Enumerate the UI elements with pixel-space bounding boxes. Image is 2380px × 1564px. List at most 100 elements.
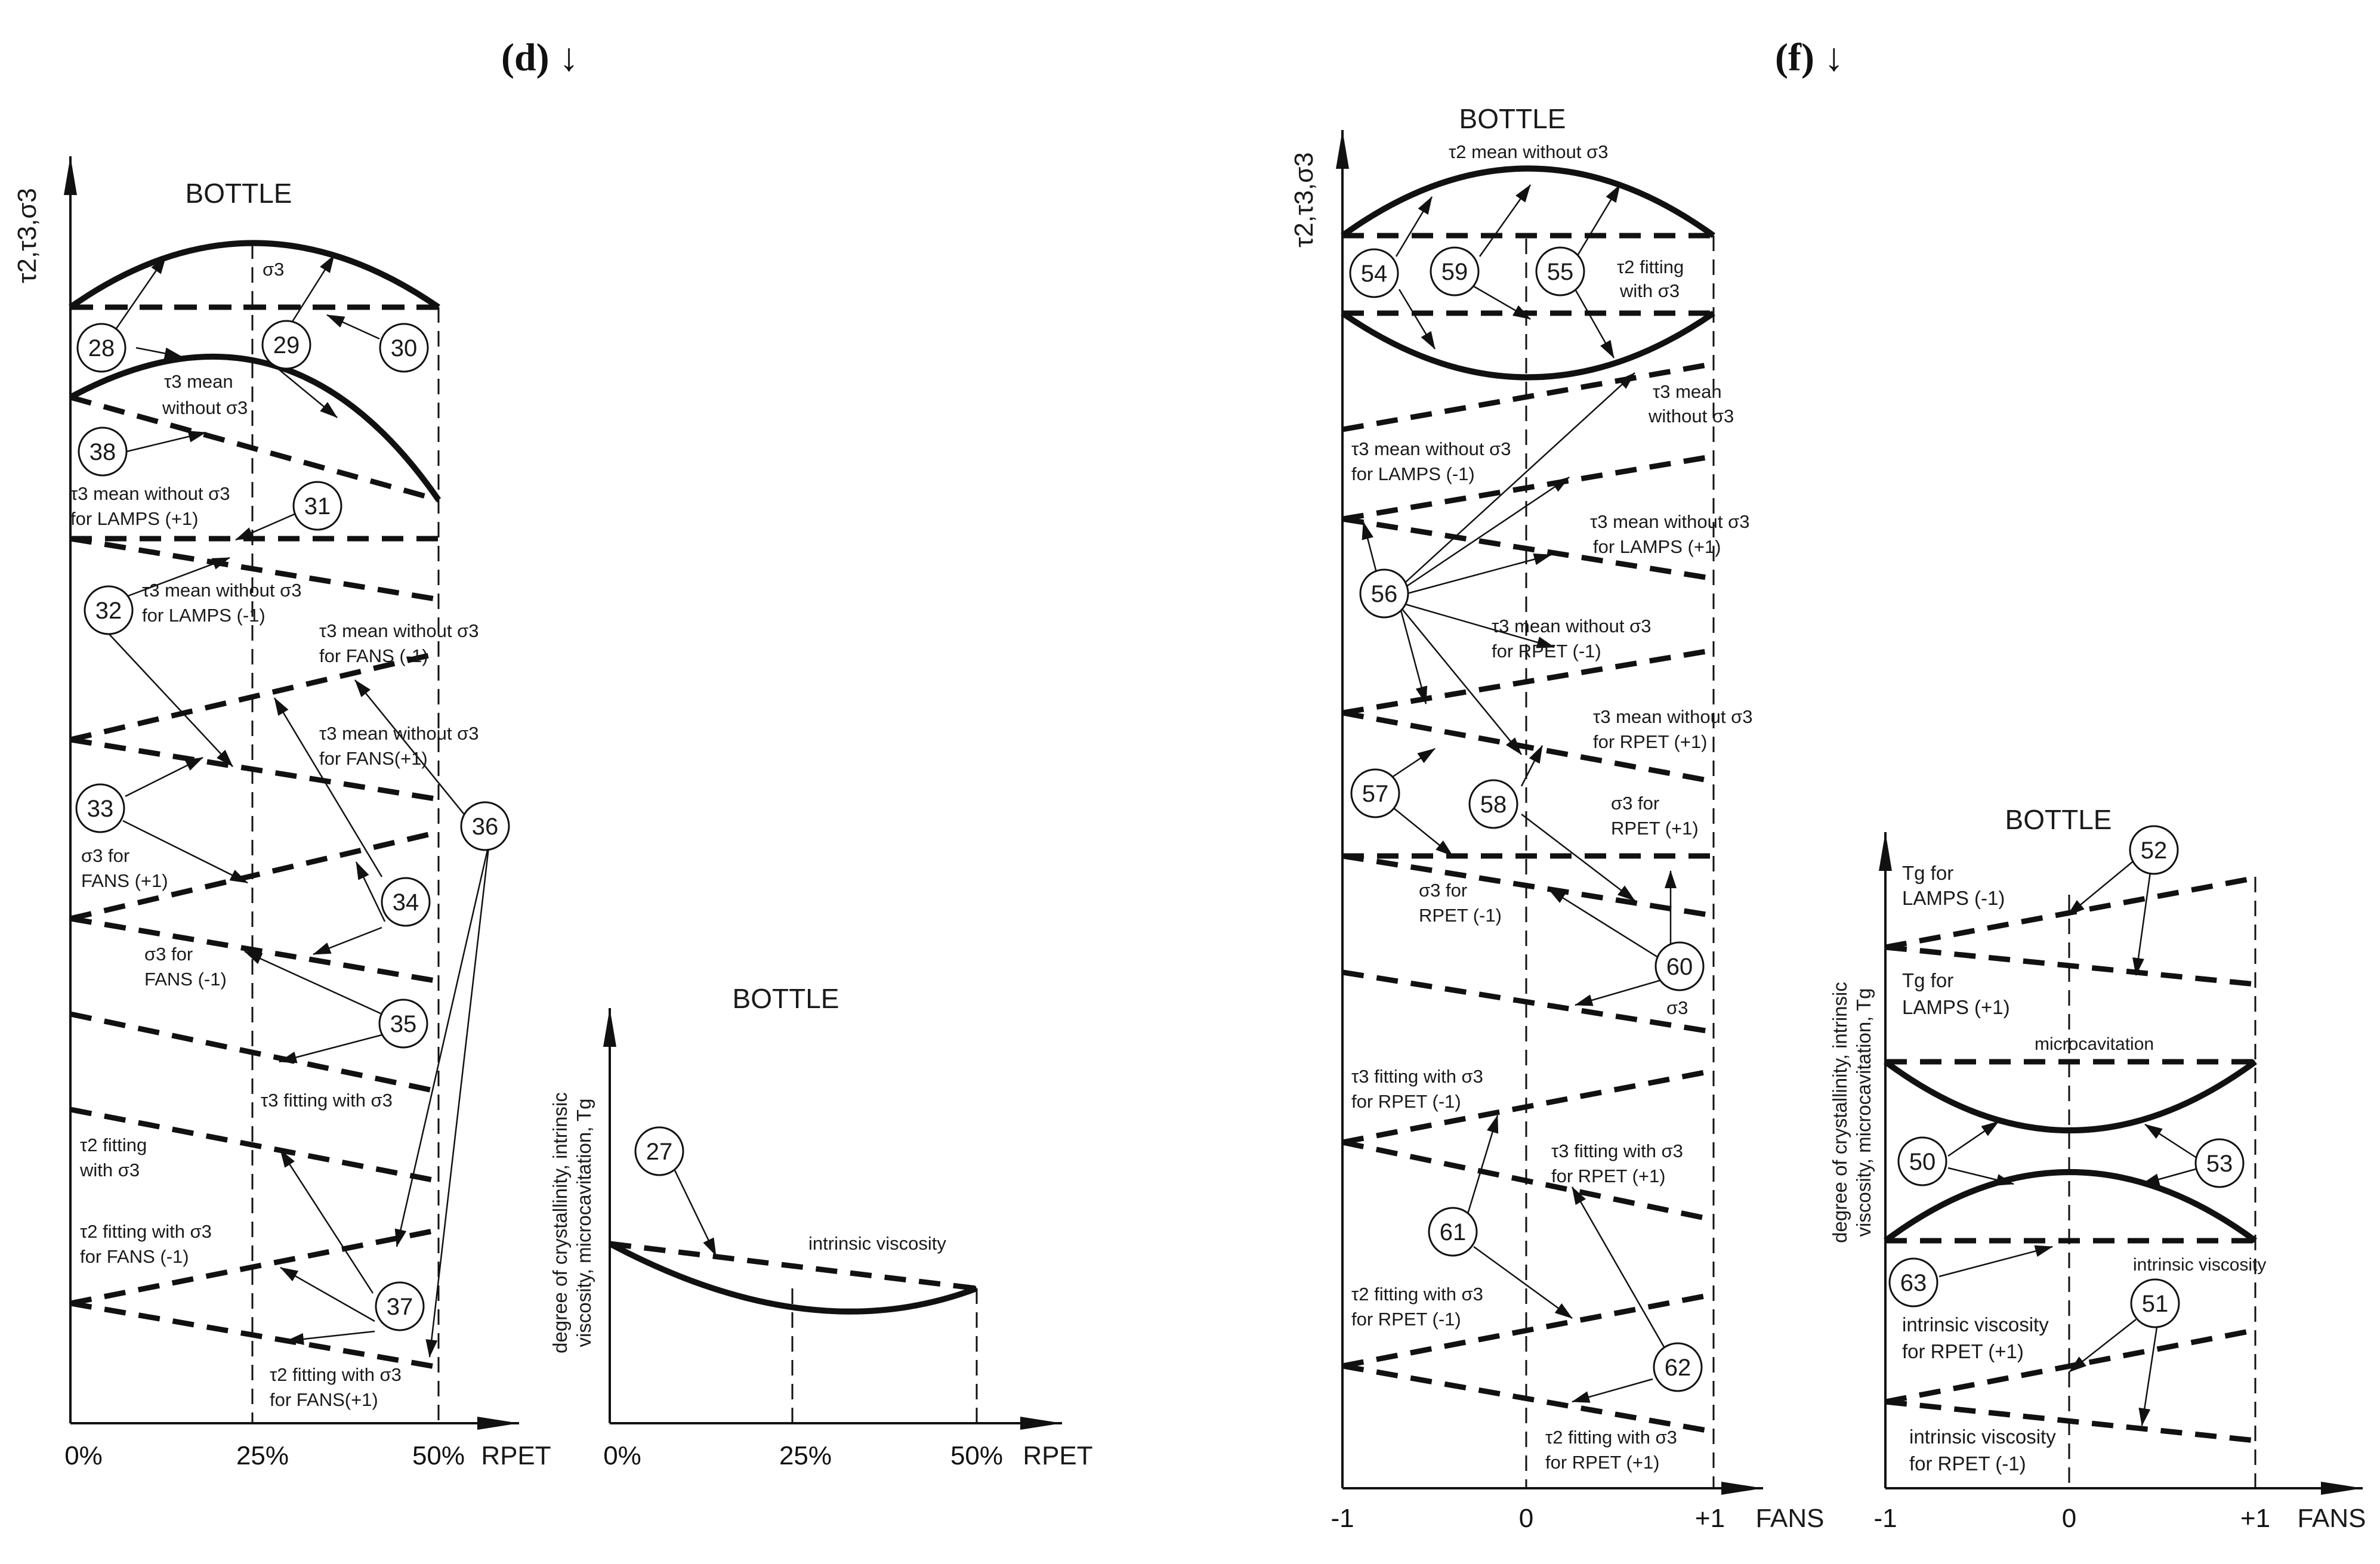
diagram-title: BOTTLE [1459, 103, 1566, 134]
label-t2-fit-2: with σ3 [1619, 280, 1680, 301]
curve-microcavitation [1884, 1059, 2257, 1133]
x-tick-p1: +1 [1695, 1504, 1725, 1533]
label-t2-fit-1: τ2 fitting [80, 1135, 147, 1155]
marker-31: 31 [304, 493, 331, 520]
label-t3-fit-rpet-p1-2: for RPET (+1) [1551, 1166, 1666, 1186]
label-t3-fit-rpet-m1-2: for RPET (-1) [1351, 1091, 1461, 1112]
label-t3-fans-p1-2: for FANS(+1) [319, 748, 428, 769]
label-microcavitation: microcavitation [2035, 1034, 2154, 1054]
marker-55: 55 [1547, 259, 1574, 285]
marker-circle-27 [634, 1126, 684, 1176]
label-t3-lamps-m1-1: τ3 mean without σ3 [1351, 438, 1511, 459]
diagram-title: BOTTLE [2005, 804, 2112, 835]
x-axis-label: RPET [1023, 1441, 1092, 1470]
label-t3-mean-2: without σ3 [162, 397, 248, 418]
label-iv-rpet-m1-2: for RPET (-1) [1909, 1452, 2026, 1475]
label-intrinsic-viscosity: intrinsic viscosity [2133, 1255, 2266, 1275]
label-t3-rpet-m1-1: τ3 mean without σ3 [1492, 616, 1651, 636]
label-tg-lamps-m1-2: LAMPS (-1) [1902, 887, 2005, 909]
marker-54: 54 [1361, 261, 1388, 287]
marker-62: 62 [1665, 1355, 1691, 1381]
panel-d-diagram-2-text: degree of crystallinity, intrinsic visco… [549, 983, 1093, 1470]
x-tick-p1: +1 [2240, 1504, 2270, 1533]
label-iv-rpet-m1-1: intrinsic viscosity [1909, 1426, 2056, 1448]
label-s3-rpet-m1-2: RPET (-1) [1419, 905, 1502, 926]
panel-d-diagram-1-text: τ2,τ3,σ3 BOTTLE RPET 0% 25% 50% σ3 τ3 me… [13, 178, 551, 1470]
label-t2-fans-m1-1: τ2 fitting with σ3 [80, 1221, 212, 1242]
marker-36: 36 [472, 814, 499, 840]
marker-circles [1349, 246, 1705, 1392]
label-t3-mean-2: without σ3 [1648, 406, 1734, 426]
x-tick-25: 25% [779, 1441, 832, 1470]
label-t3-fans-m1-1: τ3 mean without σ3 [319, 620, 479, 641]
leader-arrows [1362, 184, 1677, 1403]
label-s3-fans-m1-2: FANS (-1) [144, 969, 227, 990]
marker-57: 57 [1362, 781, 1389, 807]
x-axis-label: FANS [1756, 1504, 1825, 1533]
y-axis-label-1: degree of crystallinity, intrinsic [549, 1092, 571, 1353]
y-axis-label: τ2,τ3,σ3 [1289, 152, 1319, 248]
label-t3-lamps-p1-1: τ3 mean without σ3 [1590, 511, 1749, 532]
marker-38: 38 [89, 439, 116, 465]
label-t3-rpet-m1-2: for RPET (-1) [1492, 641, 1601, 662]
x-axis-label: FANS [2298, 1504, 2366, 1533]
label-t3-fit-rpet-m1-1: τ3 fitting with σ3 [1351, 1066, 1483, 1087]
label-t3-lamps-m1-2: for LAMPS (-1) [1351, 463, 1475, 484]
label-tg-lamps-p1-2: LAMPS (+1) [1902, 996, 2010, 1018]
curve-t2-mean [1341, 165, 1715, 239]
label-t2-fit-rpet-p1-2: for RPET (+1) [1545, 1452, 1660, 1473]
label-s3: σ3 [263, 259, 284, 280]
y-axis-label-1: degree of crystallinity, intrinsic [1829, 982, 1851, 1243]
curve-intrinsic-viscosity [1884, 1169, 2257, 1244]
marker-30: 30 [391, 335, 418, 361]
label-t2-fit-1: τ2 fitting [1617, 256, 1684, 277]
panel-f-diagram-2-text: degree of crystallinity, intrinsic visco… [1829, 804, 2366, 1533]
panel-f-diagram-1-text: τ2,τ3,σ3 BOTTLE FANS -1 0 +1 τ2 mean wit… [1289, 103, 1824, 1533]
label-t3-mean-1: τ3 mean [164, 371, 233, 392]
marker-53: 53 [2206, 1151, 2233, 1177]
label-s3-fans-p1-2: FANS (+1) [81, 870, 168, 891]
marker-34: 34 [393, 889, 419, 916]
curve-s3 [69, 240, 440, 310]
curve-iv [608, 1241, 978, 1315]
label-s3: σ3 [1666, 997, 1688, 1018]
dashed-lines [69, 394, 440, 1370]
marker-61: 61 [1440, 1219, 1467, 1245]
label-s3-rpet-p1-2: RPET (+1) [1611, 818, 1699, 839]
marker-60: 60 [1666, 954, 1693, 980]
x-tick-0: 0% [64, 1441, 103, 1470]
label-t3-rpet-p1-2: for RPET (+1) [1593, 731, 1708, 752]
marker-33: 33 [87, 796, 114, 822]
y-axis-label-2: viscosity, microcavitation, Tg [573, 1099, 595, 1347]
x-tick-0: 0 [1519, 1504, 1533, 1533]
marker-51: 51 [2142, 1291, 2169, 1317]
marker-37: 37 [387, 1294, 413, 1320]
panel-f-diagram-2 [1879, 825, 2363, 1495]
marker-35: 35 [390, 1011, 417, 1037]
label-tg-lamps-m1-1: Tg for [1902, 862, 1953, 884]
marker-29: 29 [273, 332, 300, 358]
label-t3-lamps-m1-2: for LAMPS (-1) [142, 605, 266, 626]
x-tick-50: 50% [950, 1441, 1003, 1470]
label-tg-lamps-p1-1: Tg for [1902, 969, 1953, 991]
marker-labels: 54 59 55 56 57 58 60 61 62 [1361, 259, 1693, 1381]
label-t3-lamps-p1-2: for LAMPS (+1) [1593, 536, 1721, 557]
label-iv-rpet-p1-1: intrinsic viscosity [1902, 1313, 2049, 1336]
dashed-lines [1342, 361, 1714, 1435]
label-s3-fans-p1-1: σ3 for [81, 845, 129, 866]
label-t2-fit-2: with σ3 [79, 1160, 140, 1180]
curve-t2-fit [1341, 310, 1715, 381]
x-tick-0: 0 [2062, 1504, 2076, 1533]
y-axis-label: τ2,τ3,σ3 [13, 188, 42, 283]
x-tick-50: 50% [412, 1441, 465, 1470]
label-t2-fit-rpet-m1-1: τ2 fitting with σ3 [1351, 1284, 1483, 1305]
panel-d-heading: (d) ↓ [501, 36, 579, 79]
label-s3-fans-m1-1: σ3 for [144, 944, 193, 965]
label-t2-mean: τ2 mean without σ3 [1449, 141, 1608, 162]
label-t2-fans-p1-2: for FANS(+1) [270, 1389, 378, 1410]
marker-56: 56 [1371, 581, 1398, 607]
marker-50: 50 [1909, 1149, 1936, 1175]
label-t3-lamps-p1-1: τ3 mean without σ3 [70, 483, 230, 504]
annotation-labels: Tg for LAMPS (-1) Tg for LAMPS (+1) micr… [1902, 862, 2266, 1475]
